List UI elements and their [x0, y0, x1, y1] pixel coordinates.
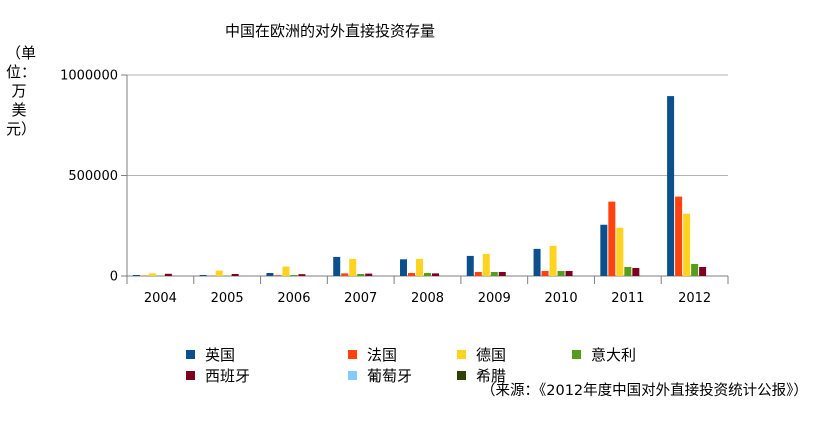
legend-label: 德国 [476, 346, 507, 364]
bar [408, 272, 415, 276]
bar [400, 259, 407, 276]
bar [608, 201, 616, 276]
bar [349, 258, 357, 276]
legend-swatch [348, 371, 357, 380]
legend-label: 法国 [367, 346, 398, 364]
legend-label: 英国 [205, 346, 236, 364]
legend-swatch [572, 350, 581, 359]
bar [132, 274, 140, 276]
legend-item: 法国 [348, 344, 397, 365]
bar [357, 273, 365, 276]
bar [341, 273, 349, 276]
legend-item: 葡萄牙 [348, 365, 412, 386]
bar [474, 271, 482, 276]
x-tick-label: 2004 [144, 291, 177, 306]
x-tick-label: 2005 [211, 291, 244, 306]
legend-swatch [457, 350, 466, 359]
legend-swatch [457, 371, 466, 380]
source-note: （来源：《2012年度中国对外直接投资统计公报》） [481, 383, 808, 399]
bar [675, 196, 683, 276]
x-tick-label: 2008 [411, 291, 444, 306]
y-axis-label: （单位：万美元） [6, 44, 37, 138]
bar [274, 275, 282, 276]
bar [424, 272, 431, 276]
bar [691, 263, 699, 276]
bar [231, 273, 239, 276]
bar [533, 248, 541, 276]
bar [416, 258, 423, 276]
bar [683, 213, 691, 276]
legend-label: 希腊 [476, 367, 507, 385]
bar [298, 274, 306, 276]
bar [290, 274, 298, 276]
y-tick-label: 500000 [68, 169, 118, 184]
bar [616, 227, 624, 276]
legend-swatch [186, 371, 195, 380]
legend-item: 西班牙 [186, 365, 250, 386]
bar [266, 272, 274, 276]
legend-label: 西班牙 [205, 367, 251, 385]
x-tick-label: 2006 [277, 291, 310, 306]
legend-label: 意大利 [591, 346, 637, 364]
bar [699, 266, 707, 276]
bar [498, 271, 506, 276]
chart-title: 中国在欧洲的对外直接投资存量 [225, 22, 436, 40]
legend-swatch [186, 350, 195, 359]
bar [199, 274, 207, 276]
legend-item: 德国 [457, 344, 506, 365]
y-tick-label: 1000000 [60, 69, 118, 84]
bar [333, 256, 341, 276]
x-tick-label: 2012 [678, 291, 711, 306]
bar [490, 271, 498, 276]
x-tick-label: 2007 [344, 291, 377, 306]
x-tick-label: 2011 [611, 291, 644, 306]
bar [541, 270, 549, 276]
bar [466, 255, 474, 276]
legend-label: 葡萄牙 [367, 367, 413, 385]
y-tick-label: 0 [110, 270, 118, 285]
bar [215, 270, 223, 276]
bar [600, 224, 608, 276]
bar [148, 273, 156, 276]
bar [557, 270, 565, 276]
bar [432, 273, 439, 276]
bar [565, 270, 573, 276]
bar [667, 96, 675, 276]
legend-item: 意大利 [572, 344, 636, 365]
bar [632, 267, 640, 276]
x-tick-label: 2009 [478, 291, 511, 306]
bar [282, 266, 290, 276]
legend-item: 英国 [186, 344, 235, 365]
bar [365, 273, 373, 276]
bar [164, 273, 172, 276]
bar [482, 253, 490, 276]
legend-swatch [348, 350, 357, 359]
x-tick-label: 2010 [545, 291, 578, 306]
bar [549, 245, 557, 276]
legend-item: 希腊 [457, 365, 506, 386]
bar [624, 266, 632, 276]
